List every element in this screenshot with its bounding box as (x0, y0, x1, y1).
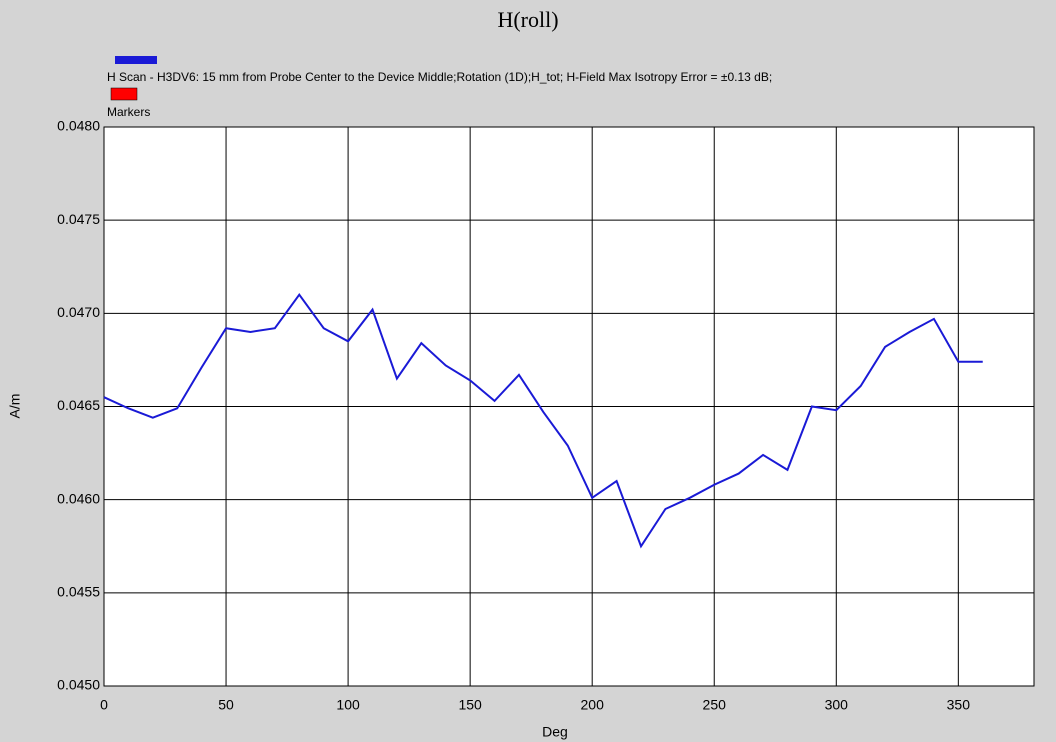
data-line (103, 293, 983, 549)
y-tick-label: 0.0480 (57, 118, 100, 134)
legend-label: H Scan - H3DV6: 15 mm from Probe Center … (107, 70, 772, 84)
x-tick-label: 100 (336, 697, 360, 713)
y-tick-label: 0.0475 (57, 211, 100, 227)
y-axis-label: A/m (7, 394, 23, 419)
x-tick-label: 350 (947, 697, 971, 713)
y-tick-label: 0.0450 (57, 677, 100, 693)
x-tick-label: 300 (825, 697, 849, 713)
x-tick-label: 250 (703, 697, 727, 713)
x-tick-label: 200 (581, 697, 605, 713)
chart-title: H(roll) (497, 7, 558, 32)
y-tick-label: 0.0460 (57, 490, 100, 506)
y-tick-label: 0.0465 (57, 397, 100, 413)
x-tick-label: 50 (218, 697, 234, 713)
y-tick-label: 0.0470 (57, 304, 100, 320)
legend-label: Markers (107, 105, 150, 119)
legend-swatch (110, 87, 138, 101)
legend-swatch (115, 56, 157, 64)
x-tick-label: 0 (100, 697, 108, 713)
x-axis-label: Deg (542, 724, 568, 740)
x-tick-label: 150 (458, 697, 482, 713)
y-tick-label: 0.0455 (57, 584, 100, 600)
